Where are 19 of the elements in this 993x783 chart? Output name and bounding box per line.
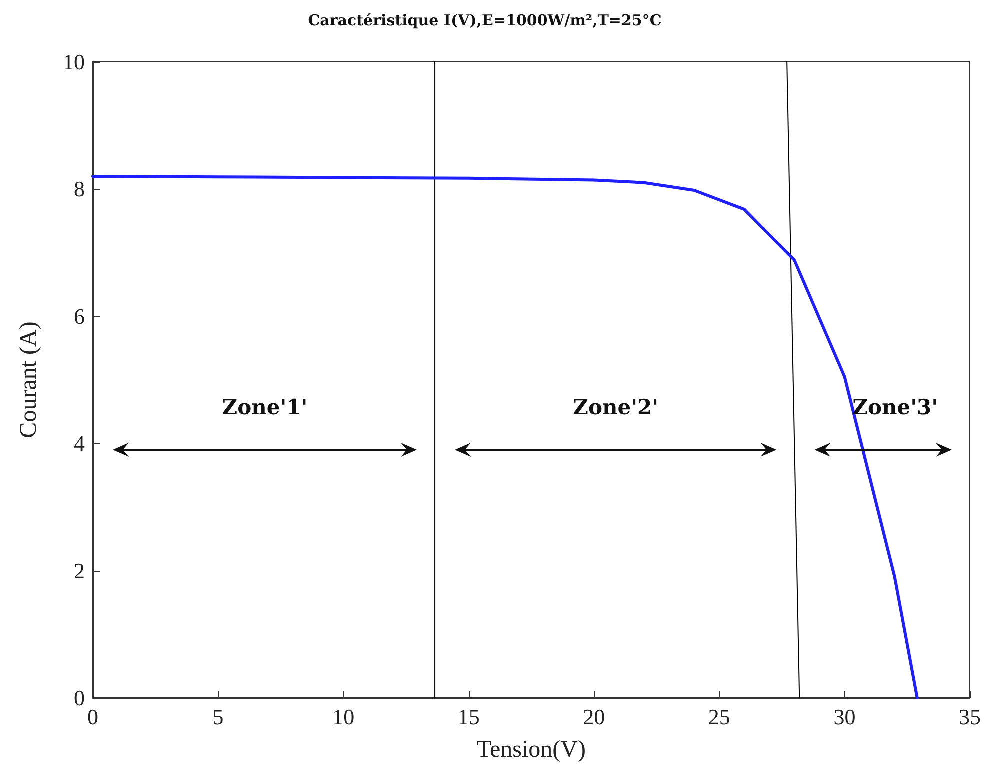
y-tick-label: 8 <box>74 176 85 202</box>
y-tick-label: 0 <box>74 686 85 710</box>
y-tick-label: 2 <box>74 558 85 584</box>
y-axis-title: Courant (A) <box>16 322 42 438</box>
x-tick-label: 5 <box>212 704 224 730</box>
x-tick-label: 35 <box>959 704 981 730</box>
y-tick-label: 10 <box>63 50 85 74</box>
y-tick-label: 4 <box>74 431 85 456</box>
x-tick-label: 30 <box>834 704 856 730</box>
chart-title: Caractéristique I(V),E=1000W/m²,T=25°C <box>308 12 662 30</box>
x-tick-label: 25 <box>708 704 730 730</box>
x-tick-label: 20 <box>583 704 606 730</box>
y-tick-label: 6 <box>74 304 85 329</box>
x-tick-label: 15 <box>458 704 480 730</box>
annotation: Zone'3' <box>852 394 938 420</box>
annotation: Zone'1' <box>222 394 308 420</box>
x-tick-label: 10 <box>332 704 355 730</box>
x-axis-title: Tension(V) <box>477 737 586 763</box>
annotation: Zone'2' <box>573 394 659 420</box>
